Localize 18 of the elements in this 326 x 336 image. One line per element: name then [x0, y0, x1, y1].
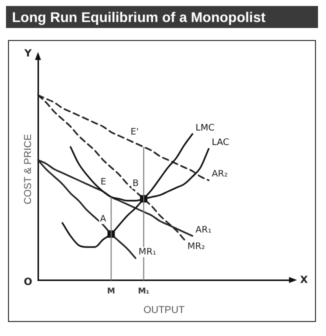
series-label: AR₂ — [212, 170, 228, 180]
annotation: A — [100, 214, 107, 224]
annotation: E — [100, 177, 106, 188]
text: X — [300, 274, 308, 286]
series-label: LAC — [212, 138, 230, 148]
series-label: MR₁ — [138, 248, 157, 258]
y-axis-title: COST & PRICE — [22, 134, 34, 204]
chart-title: Long Run Equilibrium of a Monopolist — [6, 6, 318, 28]
text: O — [24, 276, 32, 288]
series-label: AR₁ — [195, 225, 212, 236]
annotation: E' — [130, 127, 139, 138]
x-axis-title: OUTPUT — [143, 304, 185, 316]
series-label: MR₂ — [187, 242, 206, 252]
annotation: B — [132, 179, 139, 190]
x-tick-label: M₁ — [138, 286, 150, 296]
text: Y — [23, 48, 32, 60]
x-tick-label: M — [107, 286, 116, 296]
series-label: LMC — [195, 123, 215, 134]
